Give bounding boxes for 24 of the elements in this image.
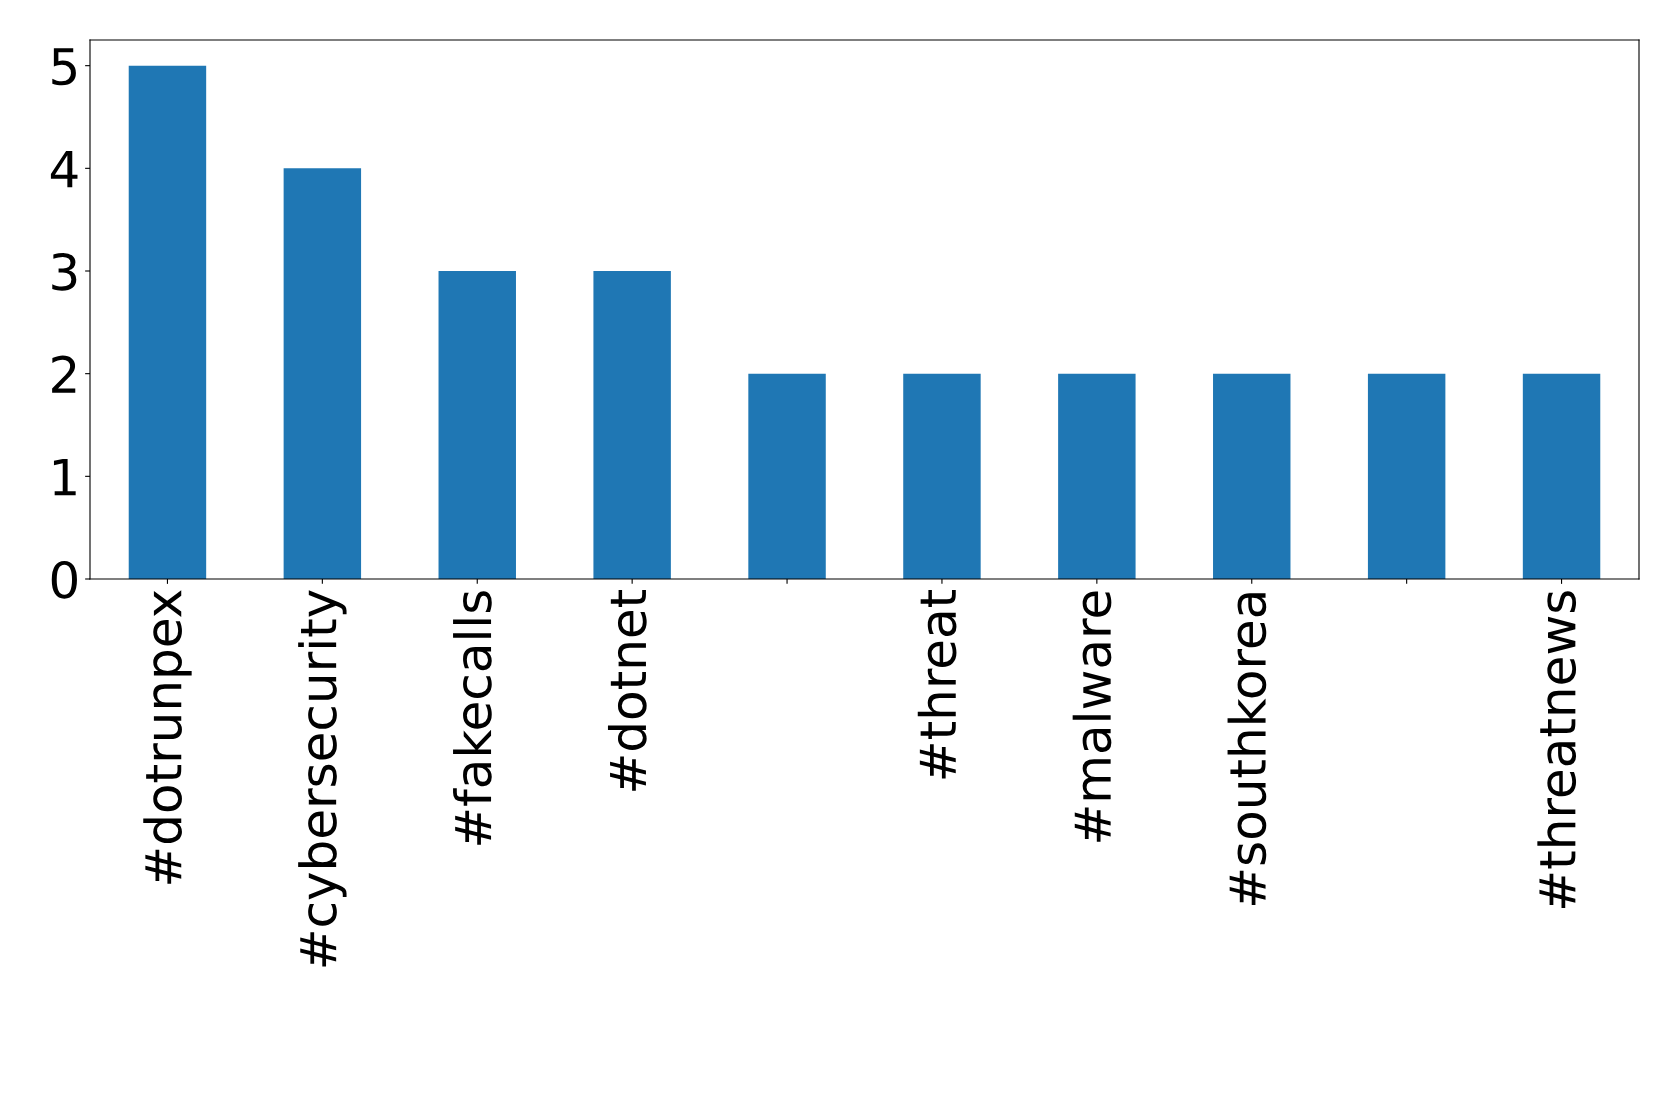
y-tick-label: 0 xyxy=(51,560,77,599)
bar xyxy=(903,373,981,579)
bar xyxy=(438,271,516,579)
x-tick-label: #dotnet xyxy=(607,589,647,791)
y-tick-label: 5 xyxy=(52,48,76,86)
x-tick-label: #cybersecurity xyxy=(298,590,347,967)
y-tick-label: 2 xyxy=(52,355,76,393)
bar xyxy=(1213,373,1291,579)
bar xyxy=(1367,373,1446,579)
bar xyxy=(1522,373,1601,579)
x-tick-label: #southkorea xyxy=(1227,593,1267,905)
x-tick-label: #dotrunpex xyxy=(143,590,192,884)
x-tick-label: #fakecalls xyxy=(453,591,492,845)
bar xyxy=(128,65,207,579)
bar xyxy=(1058,373,1136,579)
bar xyxy=(283,168,362,579)
x-tick-label: #threat xyxy=(917,589,957,779)
y-tick-label: 4 xyxy=(50,150,78,188)
x-tick-label: #threatnews xyxy=(1537,591,1577,908)
bar xyxy=(593,271,671,579)
y-tick-label: 3 xyxy=(52,252,77,291)
y-tick-label: 1 xyxy=(53,458,76,496)
x-tick-label: #malware xyxy=(1072,591,1112,842)
bar xyxy=(748,373,826,579)
